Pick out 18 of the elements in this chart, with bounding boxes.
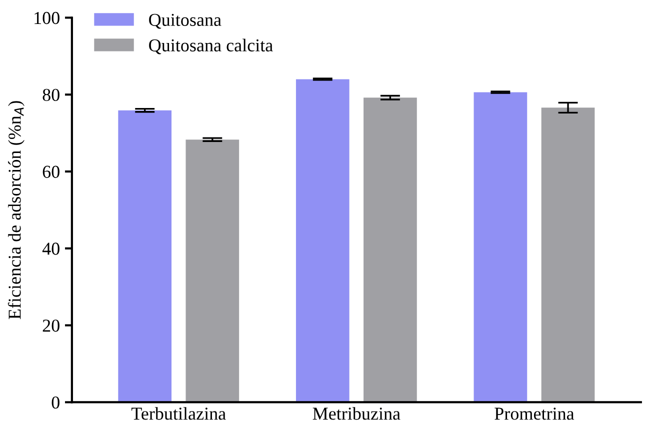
bar — [186, 140, 240, 402]
y-axis-title: Eficiencia de adsorción (%n$_{A}$) — [8, 101, 24, 320]
x-tick-label: Terbutilazina — [131, 407, 226, 420]
x-tick-label: Metribuzina — [312, 407, 400, 420]
bar — [364, 98, 417, 402]
y-tick-label: 40 — [42, 242, 60, 255]
y-tick-label: 20 — [42, 320, 60, 332]
bar — [118, 110, 172, 402]
y-tick-label: 0 — [52, 396, 60, 409]
bar — [296, 79, 350, 402]
bar — [541, 108, 595, 402]
legend-label: Quitosana calcita — [149, 38, 273, 54]
y-tick-label: 60 — [42, 166, 60, 178]
bar — [474, 92, 528, 402]
y-tick-label: 80 — [42, 88, 60, 102]
legend-label: Quitosana — [149, 14, 222, 29]
y-tick-label: 100 — [34, 12, 60, 24]
x-tick-label: Prometrina — [494, 408, 574, 420]
